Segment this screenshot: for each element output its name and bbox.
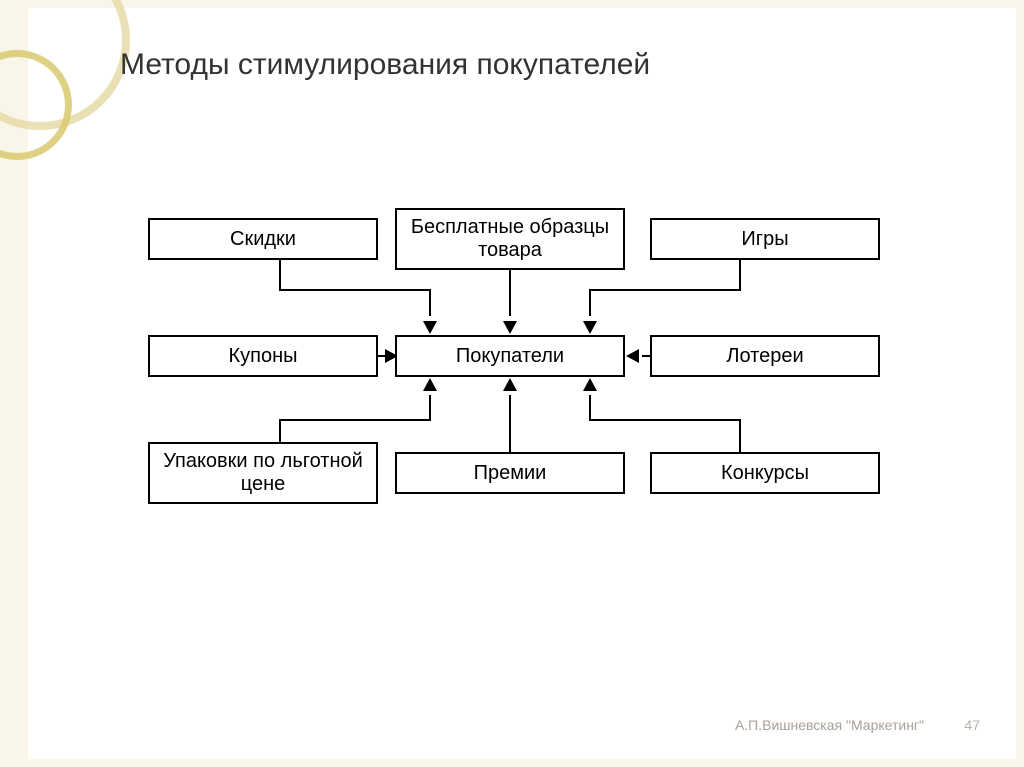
footer-page-number: 47 <box>964 717 980 733</box>
edge-bot_left <box>280 395 430 442</box>
arrowhead-top_mid <box>503 321 517 334</box>
arrowhead-top_left <box>423 321 437 334</box>
arrowhead-bot_right <box>583 378 597 391</box>
node-mid_right: Лотереи <box>650 335 880 377</box>
arrowhead-bot_mid <box>503 378 517 391</box>
node-top_left: Скидки <box>148 218 378 260</box>
edge-bot_right <box>590 395 740 452</box>
footer-author: А.П.Вишневская "Маркетинг" <box>735 717 924 733</box>
node-top_mid: Бесплатные образцы товара <box>395 208 625 270</box>
arrowhead-top_right <box>583 321 597 334</box>
node-bot_mid: Премии <box>395 452 625 494</box>
diagram-container: Покупатели Скидки Бесплатные образцы товар… <box>80 200 950 520</box>
slide-title: Методы стимулирования покупателей <box>120 48 650 82</box>
node-mid_left: Купоны <box>148 335 378 377</box>
arrowhead-bot_left <box>423 378 437 391</box>
node-bot_right: Конкурсы <box>650 452 880 494</box>
node-bot_left: Упаковки по льготной цене <box>148 442 378 504</box>
node-center: Покупатели <box>395 335 625 377</box>
node-top_right: Игры <box>650 218 880 260</box>
arrowhead-mid_right <box>626 349 639 363</box>
